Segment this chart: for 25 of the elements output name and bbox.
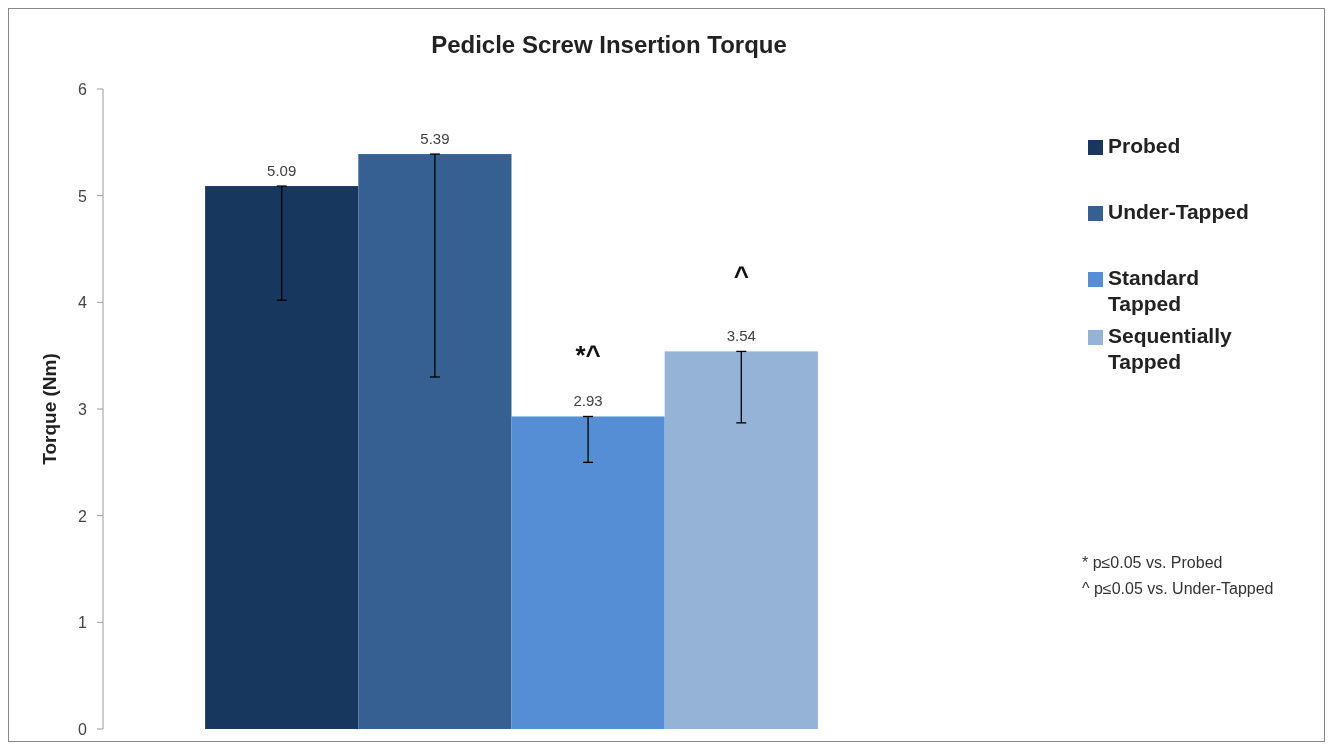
y-tick-label: 4: [78, 294, 88, 312]
data-label: 5.39: [420, 130, 450, 148]
data-label: 5.09: [267, 162, 297, 180]
y-tick-label: 3: [78, 401, 88, 418]
text: ^ p≤0.05 vs. Under-Tapped: [1082, 580, 1274, 597]
bar: [511, 416, 665, 729]
data-label: 3.54: [726, 327, 756, 345]
y-tick-label: 2: [78, 507, 88, 525]
chart-title: Pedicle Screw Insertion Torque: [431, 31, 787, 58]
annotation: *^: [575, 340, 601, 371]
legend-label: Under-Tapped: [1108, 200, 1249, 223]
legend-label: Sequentially Tapped: [1108, 324, 1233, 373]
y-tick-label: 6: [78, 81, 88, 98]
annotation: ^: [733, 261, 749, 292]
bar: [664, 351, 818, 729]
bar: [358, 154, 512, 729]
y-tick-label: 1: [78, 614, 88, 632]
y-tick-label: 0: [78, 721, 88, 738]
text: * p≤0.05 vs. Probed: [1082, 554, 1223, 571]
data-label: 2.93: [573, 392, 603, 410]
y-axis-title: Torque (Nm): [39, 353, 60, 465]
bar: [205, 186, 359, 729]
y-tick-label: 5: [78, 187, 88, 205]
legend-label: Standard Tapped: [1108, 266, 1200, 315]
legend-label: Probed: [1108, 134, 1181, 157]
